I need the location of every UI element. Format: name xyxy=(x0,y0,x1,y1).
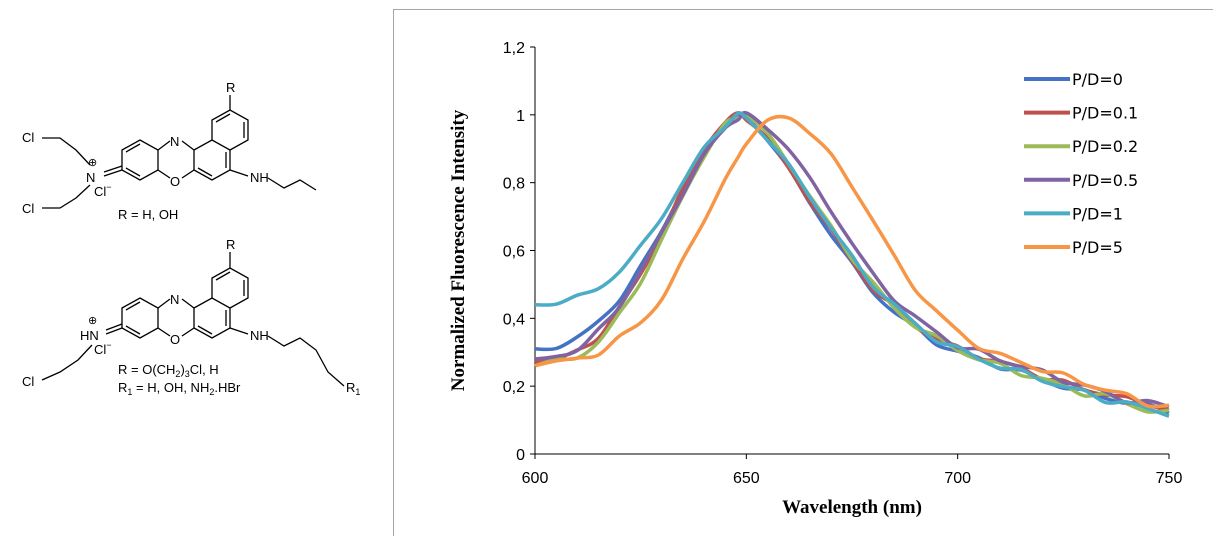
chart-legend: P/D=0 P/D=0.1 P/D=0.2 P/D=0.5 P/D=1 P/D=5 xyxy=(1024,70,1138,257)
top-cl-b: Cl xyxy=(22,201,34,216)
bottom-structure-bonds xyxy=(41,252,345,387)
top-ring-n: N xyxy=(170,134,179,149)
legend-label: P/D=5 xyxy=(1072,238,1123,257)
y-tick-label: 0,8 xyxy=(503,176,525,193)
chart-series-layer xyxy=(534,110,1170,418)
bottom-r-label: R xyxy=(226,237,235,252)
bottom-nh: NH xyxy=(250,328,269,343)
x-tick-label: 600 xyxy=(522,470,549,487)
legend-label: P/D=0.5 xyxy=(1072,171,1138,190)
legend-label: P/D=0 xyxy=(1072,70,1123,89)
top-r-label: R xyxy=(226,80,235,95)
y-tick-label: 0,6 xyxy=(503,244,525,261)
top-nh: NH xyxy=(250,170,269,185)
bottom-ring-n: N xyxy=(170,292,179,307)
y-tick-label: 1 xyxy=(516,108,525,125)
top-plus-sign: ⊕ xyxy=(88,157,97,169)
y-tick-label: 0,2 xyxy=(503,379,525,396)
bottom-r1-definition: R1 = H, OH, NH2.HBr xyxy=(118,380,241,397)
bottom-hn: HN xyxy=(80,328,99,343)
top-structure-bonds xyxy=(42,95,317,209)
top-ring-o: O xyxy=(170,174,180,189)
legend-label: P/D=1 xyxy=(1072,204,1123,223)
bottom-plus-sign: ⊕ xyxy=(88,315,97,327)
top-cl-a: Cl xyxy=(22,130,34,145)
series-line-p-d-1 xyxy=(534,111,1170,418)
top-counter-ion: Cl− xyxy=(94,182,112,199)
series-line-p-d-0-5 xyxy=(534,110,1170,409)
y-tick-label: 1,2 xyxy=(503,40,525,57)
x-axis-label: Wavelength (nm) xyxy=(782,497,922,518)
y-tick-label: 0,4 xyxy=(503,311,525,328)
bottom-counter-ion: Cl− xyxy=(94,340,112,357)
bottom-ring-o: O xyxy=(170,332,180,347)
x-tick-label: 700 xyxy=(944,470,971,487)
y-tick-label: 0 xyxy=(516,447,525,464)
bottom-cl: Cl xyxy=(22,374,34,389)
x-tick-label: 650 xyxy=(733,470,760,487)
top-r-definition: R = H, OH xyxy=(118,207,178,222)
bottom-r1-label: R1 xyxy=(346,380,360,397)
legend-label: P/D=0.2 xyxy=(1072,137,1138,156)
y-axis-label: Normalized Fluorescence Intensity xyxy=(448,109,469,391)
bottom-r-definition: R = O(CH2)3Cl, H xyxy=(118,362,219,379)
chart-panel: 0 0,2 0,4 0,6 0,8 1 1,2 600 650 700 750 P/D=0 P/D=0… xyxy=(393,9,1213,536)
legend-label: P/D=0.1 xyxy=(1072,104,1138,123)
x-tick-label: 750 xyxy=(1156,470,1183,487)
top-n-plus: N xyxy=(86,170,95,185)
chart-axes: 0 0,2 0,4 0,6 0,8 1 1,2 600 650 700 750 xyxy=(503,40,1183,487)
chemical-structures: R N O NH N ⊕ Cl− Cl Cl R = H, OH R N O N… xyxy=(22,80,360,397)
series-line-p-d-5 xyxy=(534,114,1170,409)
